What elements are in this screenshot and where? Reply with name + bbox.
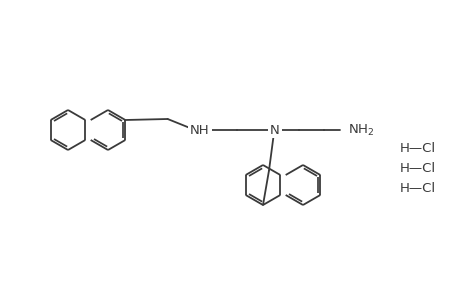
Text: N: N — [269, 124, 279, 136]
Text: H—Cl: H—Cl — [399, 182, 435, 194]
Text: H—Cl: H—Cl — [399, 161, 435, 175]
Text: H—Cl: H—Cl — [399, 142, 435, 154]
Text: NH$_2$: NH$_2$ — [347, 122, 374, 138]
Text: NH: NH — [190, 124, 209, 136]
